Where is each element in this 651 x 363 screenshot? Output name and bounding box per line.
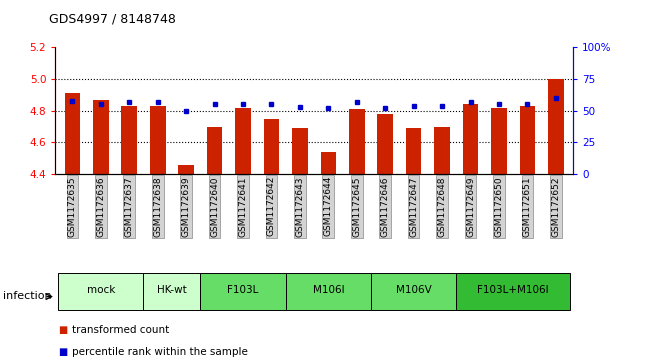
Text: GSM1172635: GSM1172635 [68, 176, 77, 237]
Text: GSM1172650: GSM1172650 [495, 176, 503, 237]
Bar [178, 165, 194, 174]
Bar [286, 273, 371, 310]
Bar [378, 114, 393, 174]
Text: F103L: F103L [227, 285, 258, 295]
Text: infection: infection [3, 291, 52, 301]
Text: GSM1172638: GSM1172638 [153, 176, 162, 237]
Bar [93, 99, 109, 174]
Bar [122, 106, 137, 174]
Bar [434, 127, 450, 174]
Text: GSM1172645: GSM1172645 [352, 176, 361, 237]
Text: F103L+M106I: F103L+M106I [477, 285, 549, 295]
Bar [264, 119, 279, 174]
Bar [406, 128, 421, 174]
Text: GSM1172637: GSM1172637 [125, 176, 133, 237]
Text: mock: mock [87, 285, 115, 295]
Text: GSM1172643: GSM1172643 [296, 176, 305, 237]
Bar [519, 106, 535, 174]
Text: M106V: M106V [396, 285, 432, 295]
Bar [463, 105, 478, 174]
Text: M106I: M106I [312, 285, 344, 295]
Bar [491, 107, 506, 174]
Text: GSM1172644: GSM1172644 [324, 176, 333, 236]
Text: GSM1172648: GSM1172648 [437, 176, 447, 237]
Text: GSM1172646: GSM1172646 [381, 176, 390, 237]
Bar [150, 106, 165, 174]
Text: ■: ■ [59, 347, 68, 357]
Text: GSM1172642: GSM1172642 [267, 176, 276, 236]
Bar [292, 128, 308, 174]
Text: percentile rank within the sample: percentile rank within the sample [72, 347, 247, 357]
Text: GSM1172652: GSM1172652 [551, 176, 561, 237]
Text: HK-wt: HK-wt [157, 285, 187, 295]
Bar [58, 273, 143, 310]
Bar [320, 152, 336, 174]
Text: GSM1172640: GSM1172640 [210, 176, 219, 237]
Bar [64, 93, 80, 174]
Text: GSM1172641: GSM1172641 [238, 176, 247, 237]
Bar [143, 273, 201, 310]
Text: ■: ■ [59, 325, 68, 335]
Bar [371, 273, 456, 310]
Bar [548, 79, 564, 174]
Text: GSM1172647: GSM1172647 [409, 176, 418, 237]
Bar [207, 127, 223, 174]
Bar [349, 109, 365, 174]
Text: GSM1172649: GSM1172649 [466, 176, 475, 237]
Bar [201, 273, 286, 310]
Text: GSM1172639: GSM1172639 [182, 176, 191, 237]
Bar [456, 273, 570, 310]
Bar [235, 107, 251, 174]
Text: transformed count: transformed count [72, 325, 169, 335]
Text: GDS4997 / 8148748: GDS4997 / 8148748 [49, 12, 176, 25]
Text: GSM1172651: GSM1172651 [523, 176, 532, 237]
Text: GSM1172636: GSM1172636 [96, 176, 105, 237]
